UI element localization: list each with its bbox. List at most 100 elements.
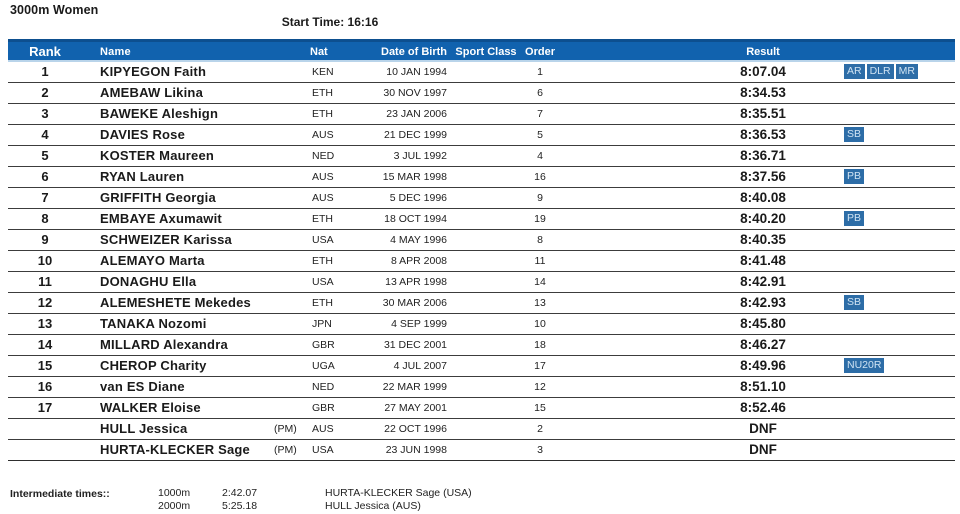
result-cell: 8:07.04: [740, 64, 786, 79]
result-cell: 8:40.35: [740, 232, 786, 247]
rank-cell: 1: [41, 64, 49, 79]
nationality-cell: JPN: [312, 318, 332, 330]
order-cell: 3: [537, 444, 543, 456]
athlete-name-cell: TANAKA Nozomi: [100, 316, 207, 331]
order-cell: 7: [537, 108, 543, 120]
header-order: Order: [525, 46, 555, 58]
nationality-cell: KEN: [312, 66, 334, 78]
table-row: 1 KIPYEGON Faith KEN 10 JAN 1994 1 8:07.…: [8, 62, 955, 83]
nationality-cell: USA: [312, 444, 334, 456]
rank-cell: 12: [37, 295, 53, 310]
order-cell: 16: [534, 171, 546, 183]
athlete-name-cell: SCHWEIZER Karissa: [100, 232, 232, 247]
date-of-birth-cell: 10 JAN 1994: [386, 66, 447, 78]
table-row: 13 TANAKA Nozomi JPN 4 SEP 1999 10 8:45.…: [8, 314, 955, 335]
result-cell: 8:34.53: [740, 85, 786, 100]
result-cell: 8:45.80: [740, 316, 786, 331]
table-row: 6 RYAN Lauren AUS 15 MAR 1998 16 8:37.56…: [8, 167, 955, 188]
date-of-birth-cell: 5 DEC 1996: [389, 192, 447, 204]
order-cell: 15: [534, 402, 546, 414]
table-row: 2 AMEBAW Likina ETH 30 NOV 1997 6 8:34.5…: [8, 83, 955, 104]
record-badge: PB: [844, 169, 865, 184]
pacemaker-marker: (PM): [274, 444, 297, 456]
nationality-cell: ETH: [312, 108, 333, 120]
order-cell: 18: [534, 339, 546, 351]
result-cell: 8:42.93: [740, 295, 786, 310]
athlete-name-cell: RYAN Lauren: [100, 169, 185, 184]
record-badges: SB: [844, 295, 865, 310]
header-rank: Rank: [29, 44, 61, 59]
athlete-name-cell: HULL Jessica: [100, 421, 188, 436]
date-of-birth-cell: 3 JUL 1992: [393, 150, 447, 162]
athlete-name-cell: DONAGHU Ella: [100, 274, 197, 289]
nationality-cell: USA: [312, 234, 334, 246]
nationality-cell: AUS: [312, 423, 334, 435]
nationality-cell: AUS: [312, 192, 334, 204]
date-of-birth-cell: 31 DEC 2001: [383, 339, 447, 351]
rank-cell: 10: [37, 253, 53, 268]
split-distance: 1000m: [158, 487, 191, 499]
record-badge: NU20R: [844, 358, 885, 373]
order-cell: 13: [534, 297, 546, 309]
result-cell: 8:40.08: [740, 190, 786, 205]
table-row: 16 van ES Diane NED 22 MAR 1999 12 8:51.…: [8, 377, 955, 398]
table-row: 4 DAVIES Rose AUS 21 DEC 1999 5 8:36.53 …: [8, 125, 955, 146]
athlete-name-cell: WALKER Eloise: [100, 400, 201, 415]
order-cell: 1: [537, 66, 543, 78]
table-row: 17 WALKER Eloise GBR 27 MAY 2001 15 8:52…: [8, 398, 955, 419]
table-row: 10 ALEMAYO Marta ETH 8 APR 2008 11 8:41.…: [8, 251, 955, 272]
athlete-name-cell: HURTA-KLECKER Sage: [100, 442, 250, 457]
split-athlete: HURTA-KLECKER Sage (USA): [325, 487, 472, 499]
record-badge: MR: [895, 64, 918, 79]
result-cell: 8:49.96: [740, 358, 786, 373]
header-name: Name: [100, 46, 131, 58]
nationality-cell: GBR: [312, 339, 335, 351]
nationality-cell: NED: [312, 150, 335, 162]
result-cell: 8:41.48: [740, 253, 786, 268]
order-cell: 12: [534, 381, 546, 393]
table-row: 11 DONAGHU Ella USA 13 APR 1998 14 8:42.…: [8, 272, 955, 293]
intermediate-times-label: Intermediate times::: [10, 488, 110, 500]
date-of-birth-cell: 23 JAN 2006: [386, 108, 447, 120]
rank-cell: 8: [41, 211, 49, 226]
table-row: 3 BAWEKE Aleshign ETH 23 JAN 2006 7 8:35…: [8, 104, 955, 125]
table-row: 8 EMBAYE Axumawit ETH 18 OCT 1994 19 8:4…: [8, 209, 955, 230]
date-of-birth-cell: 21 DEC 1999: [383, 129, 447, 141]
rank-cell: 15: [37, 358, 53, 373]
rank-cell: 13: [37, 316, 53, 331]
athlete-name-cell: BAWEKE Aleshign: [100, 106, 219, 121]
result-cell: 8:46.27: [740, 337, 786, 352]
intermediate-time-line: 2000m 5:25.18 HULL Jessica (AUS): [0, 500, 960, 513]
results-rows: 1 KIPYEGON Faith KEN 10 JAN 1994 1 8:07.…: [8, 62, 955, 461]
rank-cell: 17: [37, 400, 53, 415]
nationality-cell: AUS: [312, 171, 334, 183]
athlete-name-cell: DAVIES Rose: [100, 127, 186, 142]
order-cell: 9: [537, 192, 543, 204]
athlete-name-cell: CHEROP Charity: [100, 358, 207, 373]
athlete-name-cell: EMBAYE Axumawit: [100, 211, 222, 226]
athlete-name-cell: KOSTER Maureen: [100, 148, 215, 163]
result-cell: 8:35.51: [740, 106, 786, 121]
record-badge: PB: [844, 211, 865, 226]
result-cell: DNF: [749, 421, 777, 436]
record-badges: SB: [844, 127, 865, 142]
split-athlete: HULL Jessica (AUS): [325, 500, 421, 512]
date-of-birth-cell: 13 APR 1998: [385, 276, 447, 288]
date-of-birth-cell: 4 JUL 2007: [393, 360, 447, 372]
nationality-cell: ETH: [312, 213, 333, 225]
result-cell: 8:52.46: [740, 400, 786, 415]
date-of-birth-cell: 30 NOV 1997: [383, 87, 447, 99]
header-sport-class: Sport Class: [455, 46, 517, 58]
athlete-name-cell: ALEMESHETE Mekedes: [100, 295, 251, 310]
result-cell: 8:42.91: [740, 274, 786, 289]
table-row: 14 MILLARD Alexandra GBR 31 DEC 2001 18 …: [8, 335, 955, 356]
athlete-name-cell: MILLARD Alexandra: [100, 337, 228, 352]
rank-cell: 3: [41, 106, 49, 121]
nationality-cell: USA: [312, 276, 334, 288]
record-badges: NU20R: [844, 358, 885, 373]
table-header-row: Rank Name Nat Date of Birth Sport Class …: [8, 39, 955, 62]
split-time: 5:25.18: [222, 500, 258, 512]
order-cell: 5: [537, 129, 543, 141]
table-row: 7 GRIFFITH Georgia AUS 5 DEC 1996 9 8:40…: [8, 188, 955, 209]
table-row: 15 CHEROP Charity UGA 4 JUL 2007 17 8:49…: [8, 356, 955, 377]
